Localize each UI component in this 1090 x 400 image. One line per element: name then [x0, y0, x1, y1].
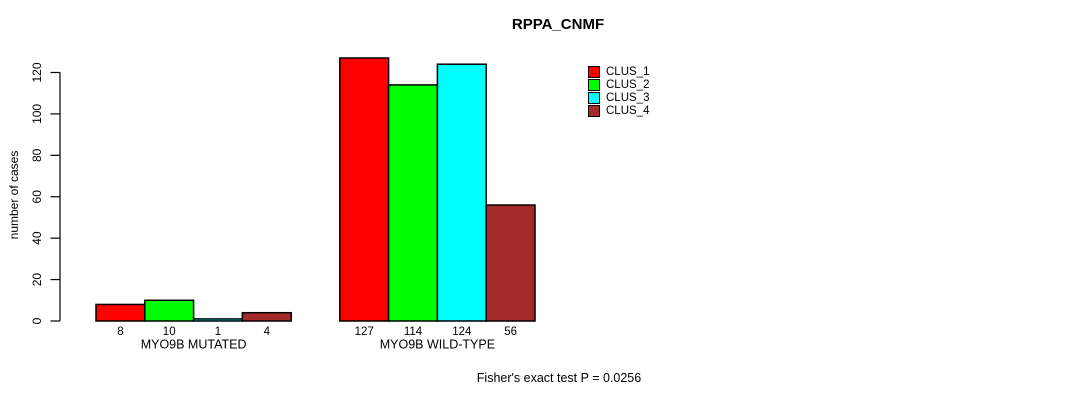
- fisher-test-note: Fisher's exact test P = 0.0256: [476, 371, 642, 385]
- bar-clus-2-myo9b-mutated: [144, 299, 195, 322]
- y-tick-label: 120: [30, 62, 44, 82]
- legend: CLUS_1 CLUS_2 CLUS_3 CLUS_4: [588, 66, 649, 118]
- legend-item-clus-1: CLUS_1: [588, 66, 649, 78]
- bar-value-label: 1: [215, 326, 221, 338]
- legend-swatch-clus-4: [588, 105, 600, 117]
- legend-label-clus-2: CLUS_2: [606, 79, 650, 91]
- legend-item-clus-2: CLUS_2: [588, 79, 649, 91]
- bar-value-label: 127: [355, 326, 374, 338]
- bar-value-label: 8: [117, 326, 123, 338]
- y-tick-label: 100: [30, 104, 44, 124]
- bar-clus-3-myo9b-wild-type: [436, 63, 487, 322]
- y-tick-label: 60: [30, 190, 44, 204]
- bar-value-label: 10: [163, 326, 176, 338]
- bar-clus-4-myo9b-wild-type: [485, 204, 536, 322]
- group-label-myo9b-mutated: MYO9B MUTATED: [141, 338, 247, 352]
- y-tick-label: 0: [30, 317, 44, 324]
- bar-clus-3-myo9b-mutated: [192, 318, 244, 322]
- group-label-myo9b-wild-type: MYO9B WILD-TYPE: [380, 338, 495, 352]
- y-tick-label: 40: [30, 231, 44, 245]
- bar-clus-2-myo9b-wild-type: [387, 84, 439, 322]
- bar-clus-1-myo9b-wild-type: [339, 57, 390, 322]
- legend-swatch-clus-2: [588, 79, 600, 91]
- legend-label-clus-3: CLUS_3: [606, 92, 650, 104]
- y-tick-label: 20: [30, 273, 44, 287]
- bar-value-label: 56: [504, 326, 517, 338]
- legend-item-clus-3: CLUS_3: [588, 92, 649, 104]
- bar-value-label: 4: [264, 326, 271, 338]
- legend-item-clus-4: CLUS_4: [588, 105, 649, 117]
- legend-swatch-clus-1: [588, 66, 600, 78]
- bar-clus-1-myo9b-mutated: [95, 303, 146, 322]
- chart-title: RPPA_CNMF: [511, 16, 605, 33]
- bar-value-label: 124: [452, 326, 472, 338]
- bar-value-label: 114: [404, 326, 423, 338]
- legend-label-clus-4: CLUS_4: [606, 105, 650, 117]
- y-tick-label: 80: [30, 148, 44, 162]
- bar-clus-4-myo9b-mutated: [241, 311, 292, 322]
- legend-label-clus-1: CLUS_1: [606, 66, 650, 78]
- y-axis-title: number of cases: [7, 150, 21, 240]
- legend-swatch-clus-3: [588, 92, 600, 104]
